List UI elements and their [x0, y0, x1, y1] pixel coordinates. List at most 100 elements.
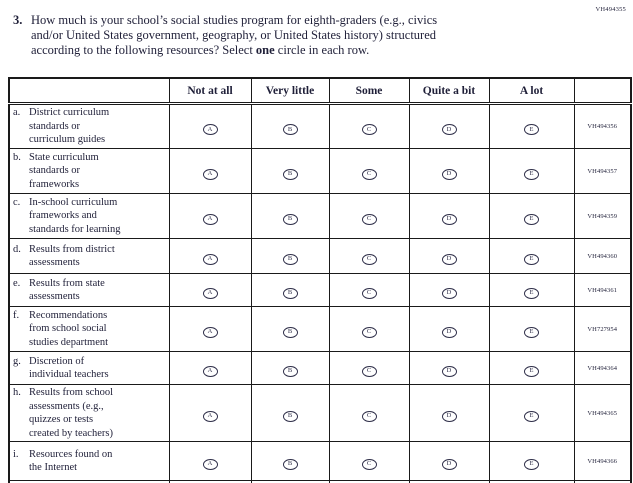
response-matrix-table: Not at all Very little Some Quite a bit …: [8, 77, 632, 483]
answer-bubble[interactable]: E: [524, 168, 539, 180]
answer-bubble[interactable]: A: [202, 253, 218, 265]
column-header-a-lot: A lot: [488, 77, 575, 105]
answer-cell: E: [488, 273, 575, 307]
column-header-not-at-all: Not at all: [168, 77, 252, 105]
row-code: VH494360: [573, 238, 632, 274]
answer-cell: A: [168, 238, 252, 274]
answer-bubble[interactable]: E: [524, 326, 539, 338]
row-label: Results from district assessments: [29, 243, 115, 269]
answer-bubble[interactable]: A: [202, 458, 218, 470]
answer-cell: C: [328, 193, 410, 239]
question-number: 3.: [13, 13, 23, 27]
answer-bubble[interactable]: B: [282, 326, 298, 338]
partial-cell: [573, 480, 632, 483]
answer-bubble[interactable]: B: [282, 287, 298, 299]
answer-cell: A: [168, 441, 252, 481]
row-code: VH494361: [573, 273, 632, 307]
answer-bubble[interactable]: B: [282, 365, 298, 377]
answer-bubble[interactable]: A: [202, 287, 218, 299]
answer-bubble[interactable]: C: [361, 287, 377, 299]
answer-bubble[interactable]: C: [361, 213, 377, 225]
answer-bubble[interactable]: E: [524, 213, 539, 225]
answer-bubble[interactable]: A: [202, 124, 218, 136]
answer-bubble[interactable]: C: [361, 168, 377, 180]
answer-bubble[interactable]: D: [441, 253, 457, 265]
answer-cell: E: [488, 193, 575, 239]
answer-bubble[interactable]: C: [361, 124, 377, 136]
row-label: District curriculum standards or curricu…: [29, 107, 110, 146]
row-label: State curriculum standards or frameworks: [29, 151, 99, 190]
answer-bubble[interactable]: D: [441, 168, 457, 180]
answer-bubble[interactable]: C: [361, 326, 377, 338]
answer-bubble[interactable]: B: [282, 168, 298, 180]
row-letter: c.: [13, 196, 21, 208]
answer-bubble[interactable]: B: [282, 213, 298, 225]
answer-cell: A: [168, 148, 252, 194]
answer-cell: E: [488, 306, 575, 352]
answer-bubble[interactable]: A: [202, 365, 218, 377]
answer-cell: E: [488, 148, 575, 194]
question-text: How much is your school’s social studies…: [31, 13, 437, 58]
answer-cell: B: [250, 351, 330, 385]
row-letter: i.: [13, 448, 19, 460]
answer-cell: B: [250, 193, 330, 239]
row-label-cell: h. Results from school assessments (e.g.,…: [8, 384, 170, 442]
answer-bubble[interactable]: C: [361, 410, 377, 422]
answer-bubble[interactable]: C: [361, 458, 377, 470]
answer-bubble[interactable]: E: [524, 253, 539, 265]
answer-bubble[interactable]: D: [441, 287, 457, 299]
answer-bubble[interactable]: A: [202, 213, 218, 225]
answer-bubble[interactable]: A: [202, 410, 218, 422]
header-empty-label: [8, 77, 170, 105]
answer-cell: B: [250, 441, 330, 481]
question-line: How much is your school’s social studies…: [31, 13, 438, 27]
answer-cell: E: [488, 384, 575, 442]
answer-bubble[interactable]: D: [441, 365, 457, 377]
answer-cell: E: [488, 441, 575, 481]
column-header-some: Some: [328, 77, 410, 105]
row-letter: a.: [13, 107, 21, 119]
answer-bubble[interactable]: E: [524, 458, 539, 470]
answer-bubble[interactable]: E: [524, 124, 539, 136]
question-line-post: circle in each row.: [274, 43, 370, 57]
row-label-cell: d. Results from district assessments: [8, 238, 170, 274]
answer-bubble[interactable]: C: [361, 253, 377, 265]
row-code: VH494364: [573, 351, 632, 385]
answer-bubble[interactable]: E: [524, 287, 539, 299]
answer-cell: B: [250, 103, 330, 149]
header-empty-code: [573, 77, 632, 105]
answer-bubble[interactable]: D: [441, 326, 457, 338]
answer-bubble[interactable]: E: [524, 365, 539, 377]
answer-bubble[interactable]: E: [524, 410, 539, 422]
answer-cell: D: [408, 384, 490, 442]
answer-bubble[interactable]: B: [282, 253, 298, 265]
row-letter: e.: [13, 277, 21, 289]
row-letter: h.: [13, 387, 21, 398]
row-label: Discretion of individual teachers: [29, 355, 109, 381]
row-code: VH494357: [573, 148, 632, 194]
answer-bubble[interactable]: D: [441, 124, 457, 136]
answer-bubble[interactable]: C: [361, 365, 377, 377]
table-row: b. State curriculum standards or framewor…: [8, 148, 632, 194]
answer-cell: C: [328, 273, 410, 307]
answer-bubble[interactable]: A: [202, 326, 218, 338]
answer-bubble[interactable]: D: [441, 458, 457, 470]
answer-bubble[interactable]: D: [441, 410, 457, 422]
answer-bubble[interactable]: D: [441, 213, 457, 225]
answer-cell: D: [408, 103, 490, 149]
answer-cell: A: [168, 306, 252, 352]
row-label: In-school curriculum frameworks and stan…: [29, 196, 121, 235]
answer-bubble[interactable]: A: [202, 168, 218, 180]
row-label: Results from state assessments: [29, 277, 105, 303]
answer-bubble[interactable]: B: [282, 458, 298, 470]
answer-cell: B: [250, 384, 330, 442]
answer-bubble[interactable]: B: [282, 410, 298, 422]
answer-cell: E: [488, 238, 575, 274]
answer-cell: D: [408, 273, 490, 307]
answer-cell: A: [168, 351, 252, 385]
row-label-cell: f. Recommendations from school social stu…: [8, 306, 170, 352]
answer-bubble[interactable]: B: [282, 124, 298, 136]
table-row: h. Results from school assessments (e.g.,…: [8, 384, 632, 442]
answer-cell: C: [328, 148, 410, 194]
question-line: according to the following resources? Se…: [31, 43, 437, 58]
